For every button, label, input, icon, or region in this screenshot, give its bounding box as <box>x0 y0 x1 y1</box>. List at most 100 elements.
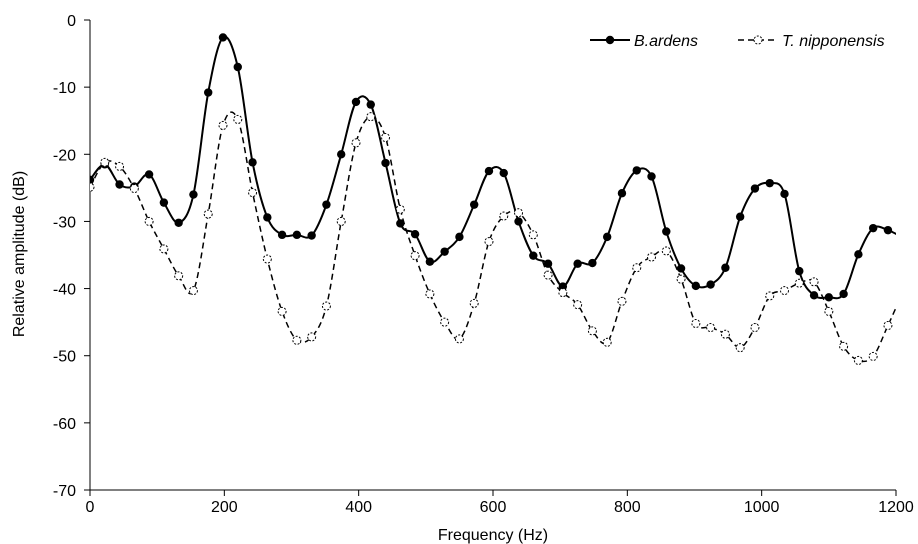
series-1-point <box>129 184 139 194</box>
series-0-point <box>366 100 375 109</box>
series-1-point <box>336 216 346 226</box>
series-1-point <box>809 277 819 287</box>
series-1-point <box>277 306 287 316</box>
series-0-point <box>263 213 272 222</box>
series-1-point <box>100 157 110 167</box>
series-1-point <box>262 254 272 264</box>
series-0-point <box>396 219 405 228</box>
series-1-point <box>558 288 568 298</box>
series-0-point <box>514 217 523 226</box>
series-1-point <box>514 208 524 218</box>
y-tick-label: -10 <box>53 80 76 97</box>
series-1-point <box>381 133 391 142</box>
series-1-point <box>824 306 834 316</box>
series-0-point <box>780 189 789 199</box>
series-1-point <box>883 321 893 330</box>
series-1-point <box>351 138 361 148</box>
series-0-point <box>558 282 568 291</box>
y-tick-label: -70 <box>53 483 76 500</box>
series-0-point <box>351 97 361 107</box>
series-1-point <box>706 323 716 333</box>
series-1-point <box>218 120 228 130</box>
series-1-point <box>90 182 95 192</box>
series-1-point <box>321 301 331 311</box>
series-0-point <box>588 258 597 268</box>
series-0-point <box>174 218 183 227</box>
series-1-point <box>780 286 790 296</box>
series-1-point <box>868 351 878 361</box>
series-0-point <box>721 263 730 272</box>
series-0-point <box>602 232 612 242</box>
series-1-point <box>410 251 420 261</box>
series-0-point <box>543 259 553 268</box>
series-1-point <box>159 244 169 254</box>
series-1-point <box>647 252 657 262</box>
series-0-point <box>706 280 715 289</box>
series-1-point <box>899 289 907 297</box>
series-1-point <box>440 317 450 327</box>
series-1-point <box>174 271 184 281</box>
series-1-point <box>425 289 435 299</box>
series-1-point <box>543 270 553 280</box>
series-0-point <box>277 230 287 240</box>
series-0-point <box>573 259 582 268</box>
y-axis-title: Relative amplitude (dB) <box>11 171 28 337</box>
series-1-point <box>528 230 538 240</box>
series-0-point <box>839 289 848 299</box>
series-1-line <box>90 111 896 363</box>
series-1-point <box>188 286 198 296</box>
series-0-point <box>233 62 242 72</box>
series-0-point <box>440 247 449 256</box>
series-1-point <box>839 341 849 351</box>
y-tick-label: -50 <box>53 349 76 366</box>
series-0-point <box>735 212 745 221</box>
series-0-point <box>750 184 760 193</box>
series-1-point <box>676 274 686 284</box>
series-1-point <box>366 112 376 122</box>
x-tick-label: 1200 <box>878 499 914 516</box>
series-0-point <box>676 264 686 273</box>
legend-marker-1 <box>753 35 763 45</box>
legend: B.ardens T. nipponensis <box>590 33 885 50</box>
y-tick-label: -20 <box>53 147 76 164</box>
series-1-point <box>499 211 509 221</box>
series-1-point <box>248 188 258 198</box>
y-tick-label: -40 <box>53 282 76 299</box>
series-1-point <box>292 335 302 345</box>
series-0-point <box>883 225 893 235</box>
series-1-point <box>307 332 317 342</box>
series-1-point <box>750 323 760 333</box>
series-0-point <box>455 232 464 242</box>
series-1-point <box>115 161 125 171</box>
series-1-point <box>602 337 612 347</box>
x-tick-label: 600 <box>480 499 507 516</box>
series-1-point <box>233 114 243 124</box>
series-1-point <box>469 298 479 308</box>
series-layer <box>90 33 907 365</box>
series-0-point <box>337 150 346 159</box>
series-1-point <box>484 237 494 247</box>
series-1-point <box>587 326 597 336</box>
series-1-point <box>454 334 464 344</box>
series-0-point <box>410 229 420 239</box>
series-1-point <box>203 209 213 219</box>
series-1-point <box>720 329 730 339</box>
series-0-point <box>425 257 435 266</box>
series-0-point <box>617 189 627 198</box>
series-0-line <box>90 35 896 300</box>
series-1 <box>90 111 907 365</box>
series-1-point <box>853 355 863 365</box>
series-0-point <box>899 233 907 241</box>
series-1-point <box>395 204 405 214</box>
series-1-point <box>765 291 775 301</box>
series-1-point <box>661 246 671 256</box>
y-tick-label: 0 <box>67 13 76 30</box>
series-0-point <box>189 190 198 199</box>
y-tick-label: -60 <box>53 416 76 433</box>
series-0-point <box>499 168 508 178</box>
series-0-point <box>292 230 302 240</box>
series-0-point <box>248 158 257 167</box>
axes: 0 -10 -20 -30 -40 -50 -60 -70 0 200 400 600 800 1000 1… <box>53 13 914 516</box>
series-0-point <box>381 158 390 168</box>
